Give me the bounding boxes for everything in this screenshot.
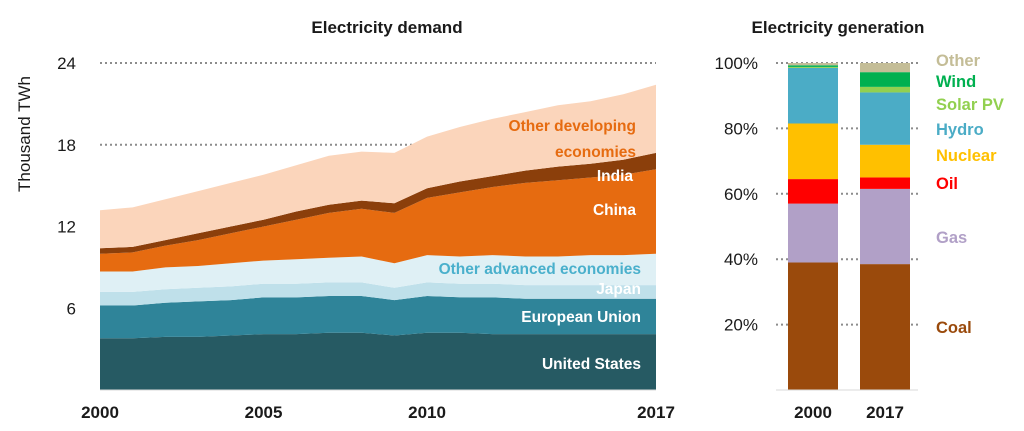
series-label-india: India (597, 168, 634, 185)
demand-x-tick-label: 2000 (81, 403, 119, 422)
bar-2000-hydro (788, 67, 838, 124)
area-united-states (100, 332, 656, 390)
generation-label-hydro: Hydro (936, 121, 984, 139)
generation-y-tick-label: 40% (724, 250, 758, 269)
demand-series-labels: United States European Union Japan Other ad… (439, 118, 641, 373)
area-european-union (100, 296, 656, 339)
bar-2000-wind (788, 65, 838, 67)
generation-legend-labels: Coal Gas Oil Nuclear Hydro Solar PV Wind Other (936, 52, 1004, 337)
area-other-advanced-economies (100, 253, 656, 292)
generation-x-tick-label: 2000 (794, 403, 832, 422)
demand-y-axis-label: Thousand TWh (15, 76, 34, 192)
bar-2000-gas (788, 203, 838, 263)
generation-bars (788, 63, 910, 390)
bar-2017-wind (860, 72, 910, 87)
generation-label-oil: Oil (936, 175, 958, 193)
demand-x-tick-label: 2017 (637, 403, 675, 422)
bar-2017-solar-pv (860, 86, 910, 93)
series-label-other-developing-economies: economies (555, 144, 636, 161)
bar-2017-nuclear (860, 144, 910, 178)
generation-label-wind: Wind (936, 73, 976, 91)
generation-y-tick-label: 80% (724, 119, 758, 138)
generation-y-tick-label: 100% (715, 54, 758, 73)
series-label-other-advanced-economies: Other advanced economies (439, 261, 641, 278)
area-japan (100, 282, 656, 306)
bar-2017-hydro (860, 92, 910, 145)
bar-2017-gas (860, 188, 910, 265)
demand-chart: Electricity demand Thousand TWh 6121824 … (15, 18, 675, 422)
generation-y-tick-label: 60% (724, 185, 758, 204)
area-india (100, 152, 656, 254)
generation-label-nuclear: Nuclear (936, 147, 997, 165)
demand-y-tick-label: 18 (57, 136, 76, 155)
generation-gridlines (776, 62, 918, 326)
generation-x-ticks: 2000 2017 (776, 389, 918, 422)
area-china (100, 169, 656, 272)
bar-2017-other (860, 63, 910, 73)
demand-x-tick-label: 2010 (408, 403, 446, 422)
generation-y-ticks: 20% 40% 60% 80% 100% (715, 54, 758, 335)
generation-chart-title: Electricity generation (752, 18, 925, 37)
generation-label-coal: Coal (936, 319, 972, 337)
series-label-japan: Japan (596, 281, 641, 298)
generation-y-tick-label: 20% (724, 316, 758, 335)
bar-2017-oil (860, 177, 910, 189)
bar-2000-oil (788, 179, 838, 204)
bar-2000-coal (788, 262, 838, 390)
generation-label-other: Other (936, 52, 981, 70)
area-other-developing-economies (100, 84, 656, 249)
demand-y-tick-label: 24 (57, 54, 76, 73)
bar-2000-nuclear (788, 123, 838, 180)
generation-chart: Electricity generation 20%40%60%80%100% … (715, 18, 1004, 422)
demand-y-tick-label: 12 (57, 218, 76, 237)
series-label-other-developing-economies: Other developing (509, 118, 636, 135)
series-label-china: China (593, 202, 636, 219)
demand-y-tick-label: 6 (67, 299, 76, 318)
demand-y-ticks: 6 12 18 24 (57, 54, 76, 318)
generation-label-solar-pv: Solar PV (936, 96, 1004, 114)
demand-x-tick-label: 2005 (245, 403, 283, 422)
bar-2000-solar-pv (788, 66, 838, 68)
demand-x-ticks: 2000 2005 2010 2017 (81, 389, 675, 422)
bar-2017-coal (860, 264, 910, 390)
bar-2000-other (788, 63, 838, 66)
demand-areas (100, 84, 656, 390)
generation-x-tick-label: 2017 (866, 403, 904, 422)
series-label-united-states: United States (542, 356, 641, 373)
demand-chart-title: Electricity demand (311, 18, 462, 37)
series-label-european-union: European Union (521, 309, 641, 326)
generation-label-gas: Gas (936, 229, 967, 247)
